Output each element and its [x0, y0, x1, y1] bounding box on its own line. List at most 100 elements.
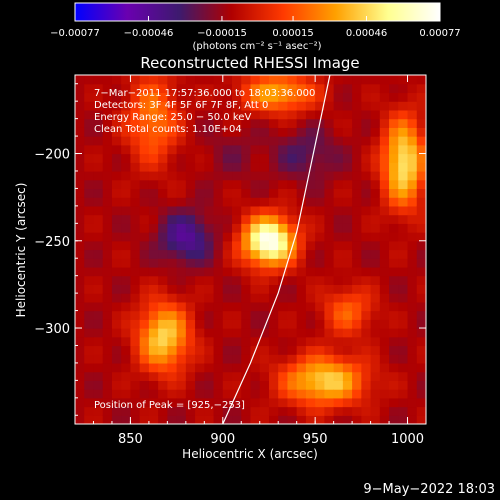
heatmap-cell: [296, 284, 307, 294]
heatmap-cell: [352, 275, 362, 285]
heatmap-cell: [185, 319, 196, 329]
heatmap-cell: [259, 179, 270, 190]
heatmap-cell: [213, 380, 224, 390]
heatmap-cell: [278, 249, 289, 259]
heatmap-cell: [250, 319, 261, 329]
heatmap-cell: [232, 362, 242, 373]
heatmap-cell: [287, 345, 298, 355]
heatmap-cell: [121, 406, 132, 416]
heatmap-cell: [241, 170, 252, 181]
heatmap-cell: [296, 153, 307, 163]
heatmap-cell: [111, 118, 122, 128]
heatmap-cell: [287, 75, 298, 85]
heatmap-cell: [259, 354, 270, 364]
heatmap-cell: [121, 380, 132, 390]
heatmap-cell: [241, 415, 252, 424]
heatmap-cell: [204, 371, 215, 381]
heatmap-cell: [84, 109, 95, 120]
heatmap-cell: [315, 75, 325, 85]
heatmap-cell: [213, 188, 224, 198]
heatmap-cell: [148, 415, 159, 424]
heatmap-cell: [213, 362, 224, 373]
heatmap-cell: [93, 362, 104, 373]
heatmap-cell: [268, 293, 279, 303]
heatmap-cell: [398, 170, 409, 181]
heatmap-cell: [232, 310, 242, 320]
heatmap-cell: [315, 136, 325, 146]
heatmap-cell: [213, 328, 224, 338]
heatmap-cell: [287, 188, 298, 198]
heatmap-cell: [370, 162, 381, 172]
heatmap-cell: [204, 127, 215, 137]
heatmap-cell: [296, 109, 307, 120]
heatmap-cell: [75, 83, 85, 94]
heatmap-cell: [379, 310, 390, 320]
heatmap-cell: [324, 371, 335, 381]
heatmap-cell: [93, 205, 104, 216]
heatmap-cell: [370, 101, 381, 111]
heatmap-cell: [398, 232, 409, 242]
heatmap-cell: [158, 266, 168, 277]
heatmap-cell: [416, 188, 426, 198]
heatmap-cell: [102, 284, 113, 294]
heatmap-cell: [195, 345, 205, 355]
heatmap-cell: [241, 162, 252, 172]
heatmap-cell: [75, 310, 85, 320]
heatmap-cell: [102, 188, 113, 198]
heatmap-cell: [324, 109, 335, 120]
heatmap-cell: [185, 109, 196, 120]
heatmap-cell: [287, 153, 298, 163]
heatmap-cell: [379, 371, 390, 381]
heatmap-cell: [176, 249, 187, 259]
heatmap-cell: [361, 118, 372, 128]
heatmap-cell: [93, 118, 104, 128]
heatmap-cell: [259, 397, 270, 408]
heatmap-cell: [204, 293, 215, 303]
heatmap-cell: [241, 214, 252, 224]
heatmap-cell: [324, 406, 335, 416]
heatmap-cell: [287, 301, 298, 312]
heatmap-cell: [268, 179, 279, 190]
heatmap-cell: [416, 397, 426, 408]
heatmap-cell: [185, 310, 196, 320]
heatmap-cell: [121, 127, 132, 137]
heatmap-cell: [379, 127, 390, 137]
heatmap-cell: [398, 266, 409, 277]
heatmap-cell: [278, 415, 289, 424]
heatmap-cell: [111, 197, 122, 207]
heatmap-cell: [268, 275, 279, 285]
heatmap-cell: [176, 301, 187, 312]
heatmap-cell: [259, 258, 270, 268]
heatmap-cell: [398, 310, 409, 320]
heatmap-cell: [213, 170, 224, 181]
heatmap-cell: [342, 362, 353, 373]
heatmap-cell: [389, 232, 399, 242]
heatmap-cell: [370, 118, 381, 128]
heatmap-cell: [361, 92, 372, 102]
heatmap-cell: [102, 397, 113, 408]
heatmap-cell: [370, 354, 381, 364]
heatmap-cell: [352, 415, 362, 424]
heatmap-cell: [185, 371, 196, 381]
heatmap-cell: [287, 136, 298, 146]
heatmap-cell: [111, 345, 122, 355]
heatmap-cell: [130, 162, 141, 172]
heatmap-cell: [398, 83, 409, 94]
heatmap-cell: [305, 406, 316, 416]
heatmap-cell: [232, 109, 242, 120]
heatmap-cell: [232, 179, 242, 190]
heatmap-cell: [176, 188, 187, 198]
heatmap-cell: [250, 197, 261, 207]
heatmap-cell: [407, 266, 418, 277]
heatmap-cell: [204, 258, 215, 268]
heatmap-cell: [379, 380, 390, 390]
heatmap-cell: [102, 336, 113, 347]
heatmap-cell: [333, 232, 344, 242]
heatmap-cell: [268, 101, 279, 111]
heatmap-cell: [121, 188, 132, 198]
heatmap-cell: [158, 380, 168, 390]
heatmap-cell: [222, 249, 233, 259]
heatmap-cell: [158, 328, 168, 338]
heatmap-cell: [130, 249, 141, 259]
heatmap-cell: [121, 179, 132, 190]
